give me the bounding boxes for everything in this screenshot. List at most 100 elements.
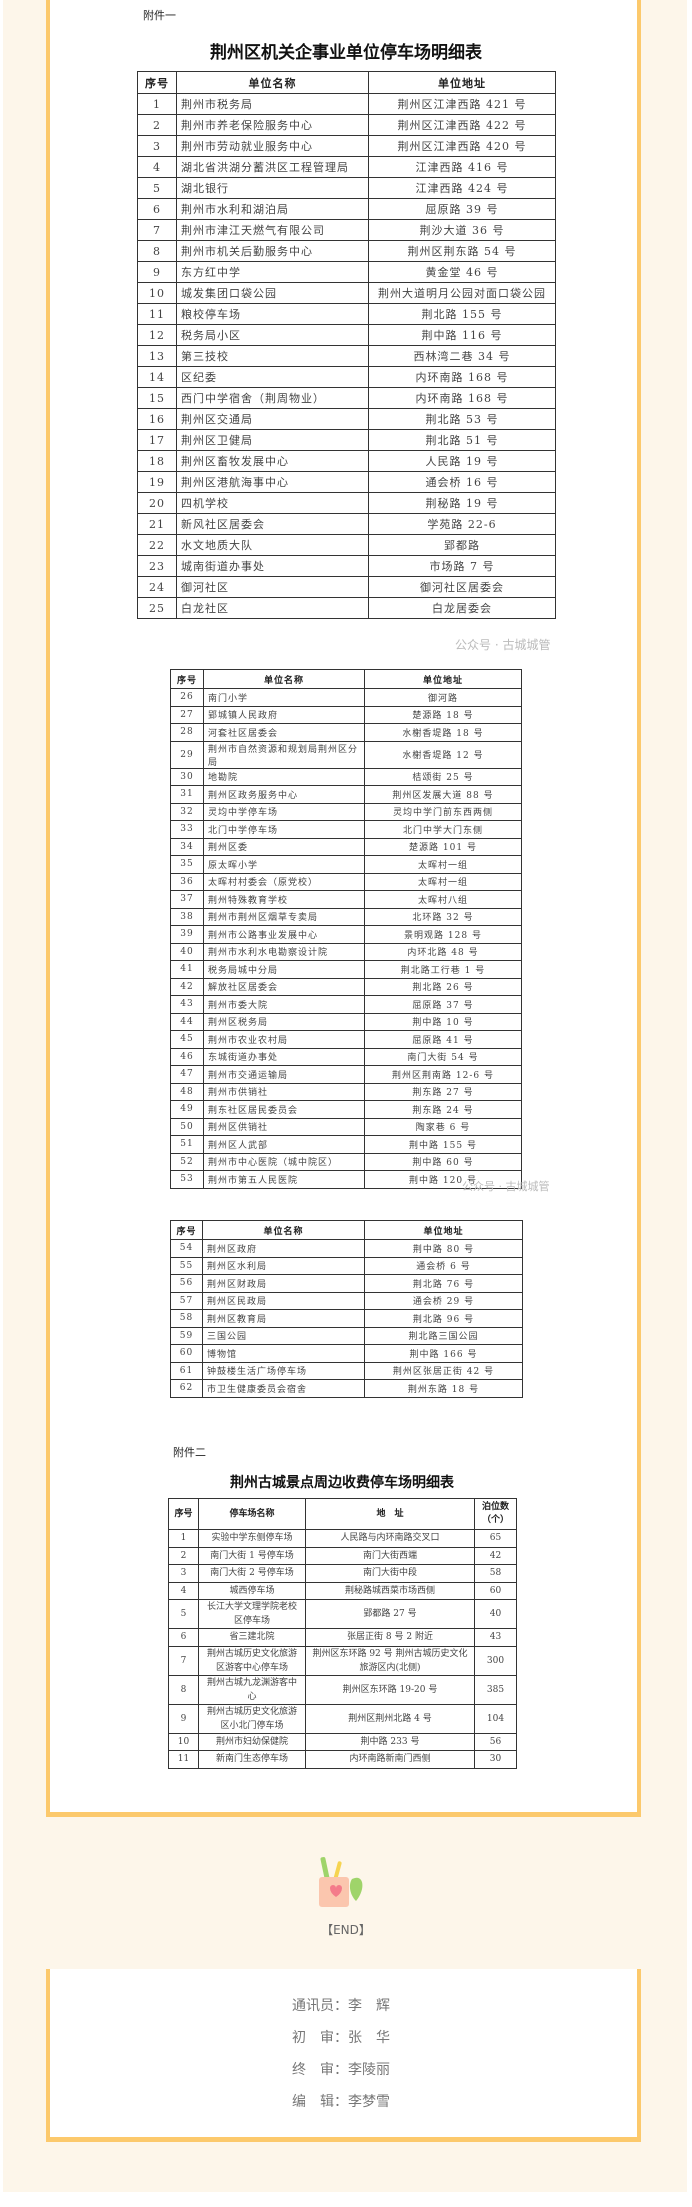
- table-cell: 62: [170, 1379, 203, 1398]
- table-row: 13 第三技校 西林湾二巷 34 号: [137, 345, 556, 367]
- table-cell: 人民路 19 号: [368, 450, 556, 472]
- table-cell: 25: [137, 597, 177, 619]
- table-cell: 45: [170, 1030, 204, 1049]
- table-row: 40 荆州市水利水电勘察设计院 内环北路 48 号: [170, 942, 522, 961]
- table-cell: 内环南路 168 号: [368, 387, 556, 409]
- table-cell: 荆州区荆州北路 4 号: [305, 1703, 475, 1734]
- table-cell: 荆州区委: [203, 837, 365, 856]
- table-cell: 荆秘路城西菜市场西侧: [305, 1581, 475, 1600]
- table-cell: 10: [137, 282, 177, 304]
- column-header: 单位名称: [176, 71, 369, 94]
- table-cell: 荆州市妇幼保健院: [198, 1732, 306, 1751]
- table-cell: 荆州区民政局: [202, 1291, 365, 1310]
- table-cell: 荆北路 26 号: [364, 977, 522, 996]
- table-cell: 御河社区居委会: [368, 576, 556, 598]
- table-cell: 荆州区东环路 19-20 号: [305, 1674, 475, 1705]
- table-row: 35 原太晖小学 太晖村一组: [170, 855, 522, 874]
- table-cell: 荆州东路 18 号: [364, 1379, 523, 1398]
- table-cell: 荆州区发展大道 88 号: [364, 785, 522, 804]
- table-cell: 24: [137, 576, 177, 598]
- table-cell: 新南门生态停车场: [198, 1750, 306, 1769]
- table-header-row: 序号 单位名称 单位地址: [137, 71, 556, 94]
- table-cell: 通会桥 6 号: [364, 1256, 523, 1275]
- table-cell: 29: [170, 740, 204, 769]
- table-cell: 50: [170, 1117, 204, 1136]
- table-cell: 郢都路 27 号: [305, 1599, 475, 1629]
- table-row: 26 南门小学 御河路: [170, 688, 522, 707]
- table-row: 51 荆州区人武部 荆中路 155 号: [170, 1135, 522, 1154]
- table-cell: 6: [137, 198, 177, 220]
- table-row: 29 荆州市自然资源和规划局荆州区分局 水榭香堤路 12 号: [170, 740, 522, 769]
- table-row: 12 税务局小区 荆中路 116 号: [137, 324, 556, 346]
- table-row: 23 城南街道办事处 市场路 7 号: [137, 555, 556, 577]
- table-cell: 40: [170, 942, 204, 961]
- attachment2-title: 荆州古城景点周边收费停车场明细表: [230, 1475, 454, 1491]
- table-cell: 白龙居委会: [368, 597, 556, 619]
- table-row: 45 荆州市农业农村局 屈原路 41 号: [170, 1030, 522, 1049]
- table-cell: 荆中路 233 号: [305, 1732, 475, 1751]
- table-cell: 56: [474, 1732, 517, 1751]
- table-cell: 区纪委: [176, 366, 369, 388]
- table-cell: 6: [168, 1628, 199, 1647]
- table-cell: 北环路 32 号: [364, 907, 522, 926]
- table-cell: 44: [170, 1012, 204, 1031]
- table-cell: 4: [168, 1581, 199, 1600]
- table-row: 2 荆州市养老保险服务中心 荆州区江津西路 422 号: [137, 114, 556, 136]
- column-header: 单位地址: [368, 71, 556, 94]
- table-cell: 荆州市津江天燃气有限公司: [176, 219, 369, 241]
- watermark: 公众号 · 古城城管: [455, 638, 551, 652]
- table-row: 46 东城街道办事处 南门大街 54 号: [170, 1047, 522, 1066]
- table-cell: 荆中路 60 号: [364, 1152, 522, 1171]
- table-cell: 385: [474, 1674, 517, 1705]
- table-cell: 御河社区: [176, 576, 369, 598]
- table-header-row: 序号 单位名称 单位地址: [170, 669, 522, 689]
- table-cell: 30: [170, 767, 204, 786]
- table-cell: 28: [170, 723, 204, 742]
- table-row: 62 市卫生健康委员会宿舍 荆州东路 18 号: [170, 1379, 523, 1398]
- table-row: 52 荆州市中心医院（城中院区） 荆中路 60 号: [170, 1152, 522, 1171]
- table-cell: 荆州区税务局: [203, 1012, 365, 1031]
- table-cell: 荆州古城九龙渊游客中心: [198, 1674, 306, 1705]
- table-cell: 46: [170, 1047, 204, 1066]
- parking-table-1: 序号 单位名称 单位地址 1 荆州市税务局 荆州区江津西路 421 号 2 荆州市养老保险服务…: [137, 71, 556, 619]
- table-cell: 荆州市劳动就业服务中心: [176, 135, 369, 157]
- table-cell: 300: [474, 1645, 517, 1676]
- table-cell: 8: [168, 1674, 199, 1705]
- table-cell: 荆州区政府: [202, 1239, 365, 1258]
- table-row: 55 荆州区水利局 通会桥 6 号: [170, 1256, 523, 1275]
- table-cell: 12: [137, 324, 177, 346]
- table-cell: 荆中路 155 号: [364, 1135, 522, 1154]
- credit-first-review: 初 审：张 华: [292, 2030, 390, 2046]
- credit-final-review: 终 审：李陵丽: [292, 2062, 390, 2078]
- column-header: 单位名称: [203, 669, 365, 689]
- table-row: 53 荆州市第五人民医院 荆中路 120 号: [170, 1170, 522, 1189]
- column-header: 序号: [170, 1220, 203, 1240]
- table-cell: 城西停车场: [198, 1581, 306, 1600]
- attachment1-title: 荆州区机关企事业单位停车场明细表: [210, 43, 482, 63]
- column-header: 地 址: [305, 1498, 475, 1530]
- table-cell: 黄金堂 46 号: [368, 261, 556, 283]
- table-row: 2 南门大街 1 号停车场 南门大街西端 42: [168, 1546, 517, 1565]
- table-cell: 58: [170, 1309, 203, 1328]
- table-cell: 御河路: [364, 688, 522, 707]
- table-cell: 省三建北院: [198, 1628, 306, 1647]
- table-row: 9 东方红中学 黄金堂 46 号: [137, 261, 556, 283]
- table-cell: 荆州市农业农村局: [203, 1030, 365, 1049]
- table-cell: 37: [170, 890, 204, 909]
- table-cell: 荆州区荆南路 12-6 号: [364, 1065, 522, 1084]
- table-row: 49 荆东社区居民委员会 荆东路 24 号: [170, 1100, 522, 1119]
- table-row: 41 税务局城中分局 荆北路工行巷 1 号: [170, 960, 522, 979]
- table-cell: 11: [168, 1750, 199, 1769]
- credit-editor: 编 辑：李梦雪: [292, 2094, 390, 2110]
- table-cell: 60: [474, 1581, 517, 1600]
- table-row: 3 南门大街 2 号停车场 南门大街中段 58: [168, 1564, 517, 1583]
- table-row: 60 博物馆 荆中路 166 号: [170, 1344, 523, 1363]
- table-cell: 荆州市交通运输局: [203, 1065, 365, 1084]
- table-cell: 博物馆: [202, 1344, 365, 1363]
- table-cell: 荆沙大道 36 号: [368, 219, 556, 241]
- table-cell: 四机学校: [176, 492, 369, 514]
- column-header: 单位地址: [364, 669, 522, 689]
- table-cell: 湖北银行: [176, 177, 369, 199]
- table-cell: 城南街道办事处: [176, 555, 369, 577]
- column-header: 序号: [137, 71, 177, 94]
